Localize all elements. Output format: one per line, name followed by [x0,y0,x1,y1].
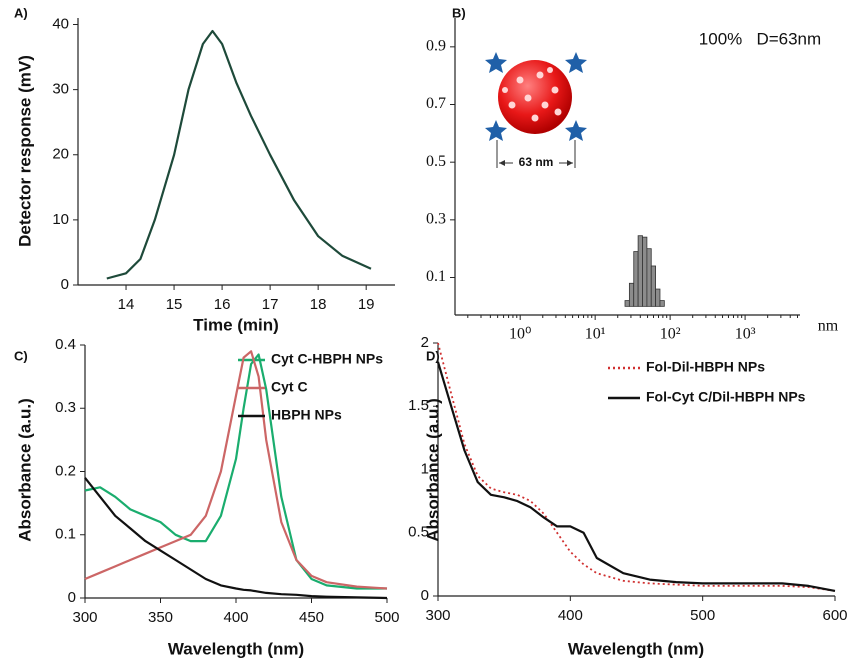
y-tick-label: 0.1 [55,526,76,543]
panel: C) 0 0.1 0.2 0.3 0.4 300 350 400 450 500 Wavelength… [14,336,400,659]
x-tick-label: 10⁰ [509,326,531,343]
line [84,353,387,590]
y-tick-label: 0 [68,589,76,606]
panel: A) 0 10 20 30 40 14 15 16 17 18 19 Time (min) Detecto… [14,5,395,334]
x-tick-label: 14 [118,296,135,313]
line [436,361,836,592]
sphere [498,60,572,134]
x-tick-label: 16 [214,296,231,313]
line [437,342,836,592]
legend-label: Cyt C [271,379,308,395]
bar [633,251,639,307]
panel-label: C) [14,348,28,363]
y-tick-label: 2 [421,334,429,351]
x-axis-label: Wavelength (nm) [168,639,304,658]
y-tick-label: 0.1 [426,268,446,285]
bar [646,248,652,307]
y-tick-label: 0.9 [426,38,446,55]
x-tick-label: 300 [425,607,450,624]
x-tick-label: 19 [358,296,375,313]
panel: D) 0 0.5 1 1.5 2 300 400 500 600 Wavelength (nm) Ab… [408,334,847,659]
x-tick-label: 300 [72,609,97,626]
y-tick-label: 40 [52,15,69,32]
x-axis-label: nm [818,318,839,335]
y-tick-label: 0.5 [426,153,446,170]
y-tick-label: 30 [52,81,69,98]
legend-label: Fol-Dil-HBPH NPs [646,359,765,375]
x-tick-label: 15 [166,296,183,313]
bar [637,235,643,307]
y-tick-label: 0 [421,587,429,604]
y-axis-label: Detector response (mV) [15,55,34,247]
x-tick-label: 18 [310,296,327,313]
y-axis-label: Absorbance (a.u.) [15,398,34,542]
x-tick-label: 500 [374,609,399,626]
x-tick-label: 17 [262,296,279,313]
annotation: 100% D=63nm [699,29,821,48]
x-tick-label: 400 [558,607,583,624]
y-tick-label: 0.3 [55,399,76,416]
x-tick-label: 10¹ [585,326,606,343]
bar [650,265,656,307]
bar [659,300,665,307]
y-tick-label: 10 [52,211,69,228]
y-tick-label: 0.4 [55,336,76,353]
legend-label: HBPH NPs [271,407,342,423]
y-tick-label: 1.5 [408,397,429,414]
x-tick-label: 350 [148,609,173,626]
x-tick-label: 10³ [735,326,756,343]
stars [485,52,587,141]
x-tick-label: 450 [299,609,324,626]
y-tick-label: 0.2 [55,462,76,479]
sphere-dots [502,67,562,122]
bar [628,282,635,307]
bar [642,236,648,307]
x-tick-label: 500 [690,607,715,624]
panel-label: A) [14,5,28,20]
y-tick-label: 0.7 [426,95,446,112]
inset-label-bg [513,155,559,171]
x-tick-label: 600 [822,607,847,624]
y-tick-label: 0 [61,276,69,293]
legend-label: Fol-Cyt C/Dil-HBPH NPs [646,389,806,405]
arrow-head [567,160,573,166]
bar [624,300,630,307]
panel-label: D) [426,348,440,363]
y-tick-label: 1 [421,460,429,477]
y-tick-label: 0.5 [408,524,429,541]
x-tick-label: 400 [223,609,248,626]
x-axis-label: Time (min) [193,315,279,334]
panel: B) 0.1 0.3 0.5 0.7 0.9 10⁰ 10¹ 10² 10³ nm 100% D=63… [426,5,839,342]
arrow-head [499,160,505,166]
y-tick-label: 20 [52,146,69,163]
x-tick-label: 10² [660,326,681,343]
inset-label: 63 nm [519,155,554,169]
bar [655,288,661,307]
nanoparticle-inset: 63 nm [485,52,587,171]
line [106,29,372,280]
y-axis-label: Absorbance (a.u.) [423,398,442,542]
line [84,350,388,590]
y-tick-label: 0.3 [426,211,446,228]
x-axis-label: Wavelength (nm) [568,639,704,658]
line [84,477,388,600]
legend-label: Cyt C-HBPH NPs [271,351,383,367]
panel-label: B) [452,5,466,20]
